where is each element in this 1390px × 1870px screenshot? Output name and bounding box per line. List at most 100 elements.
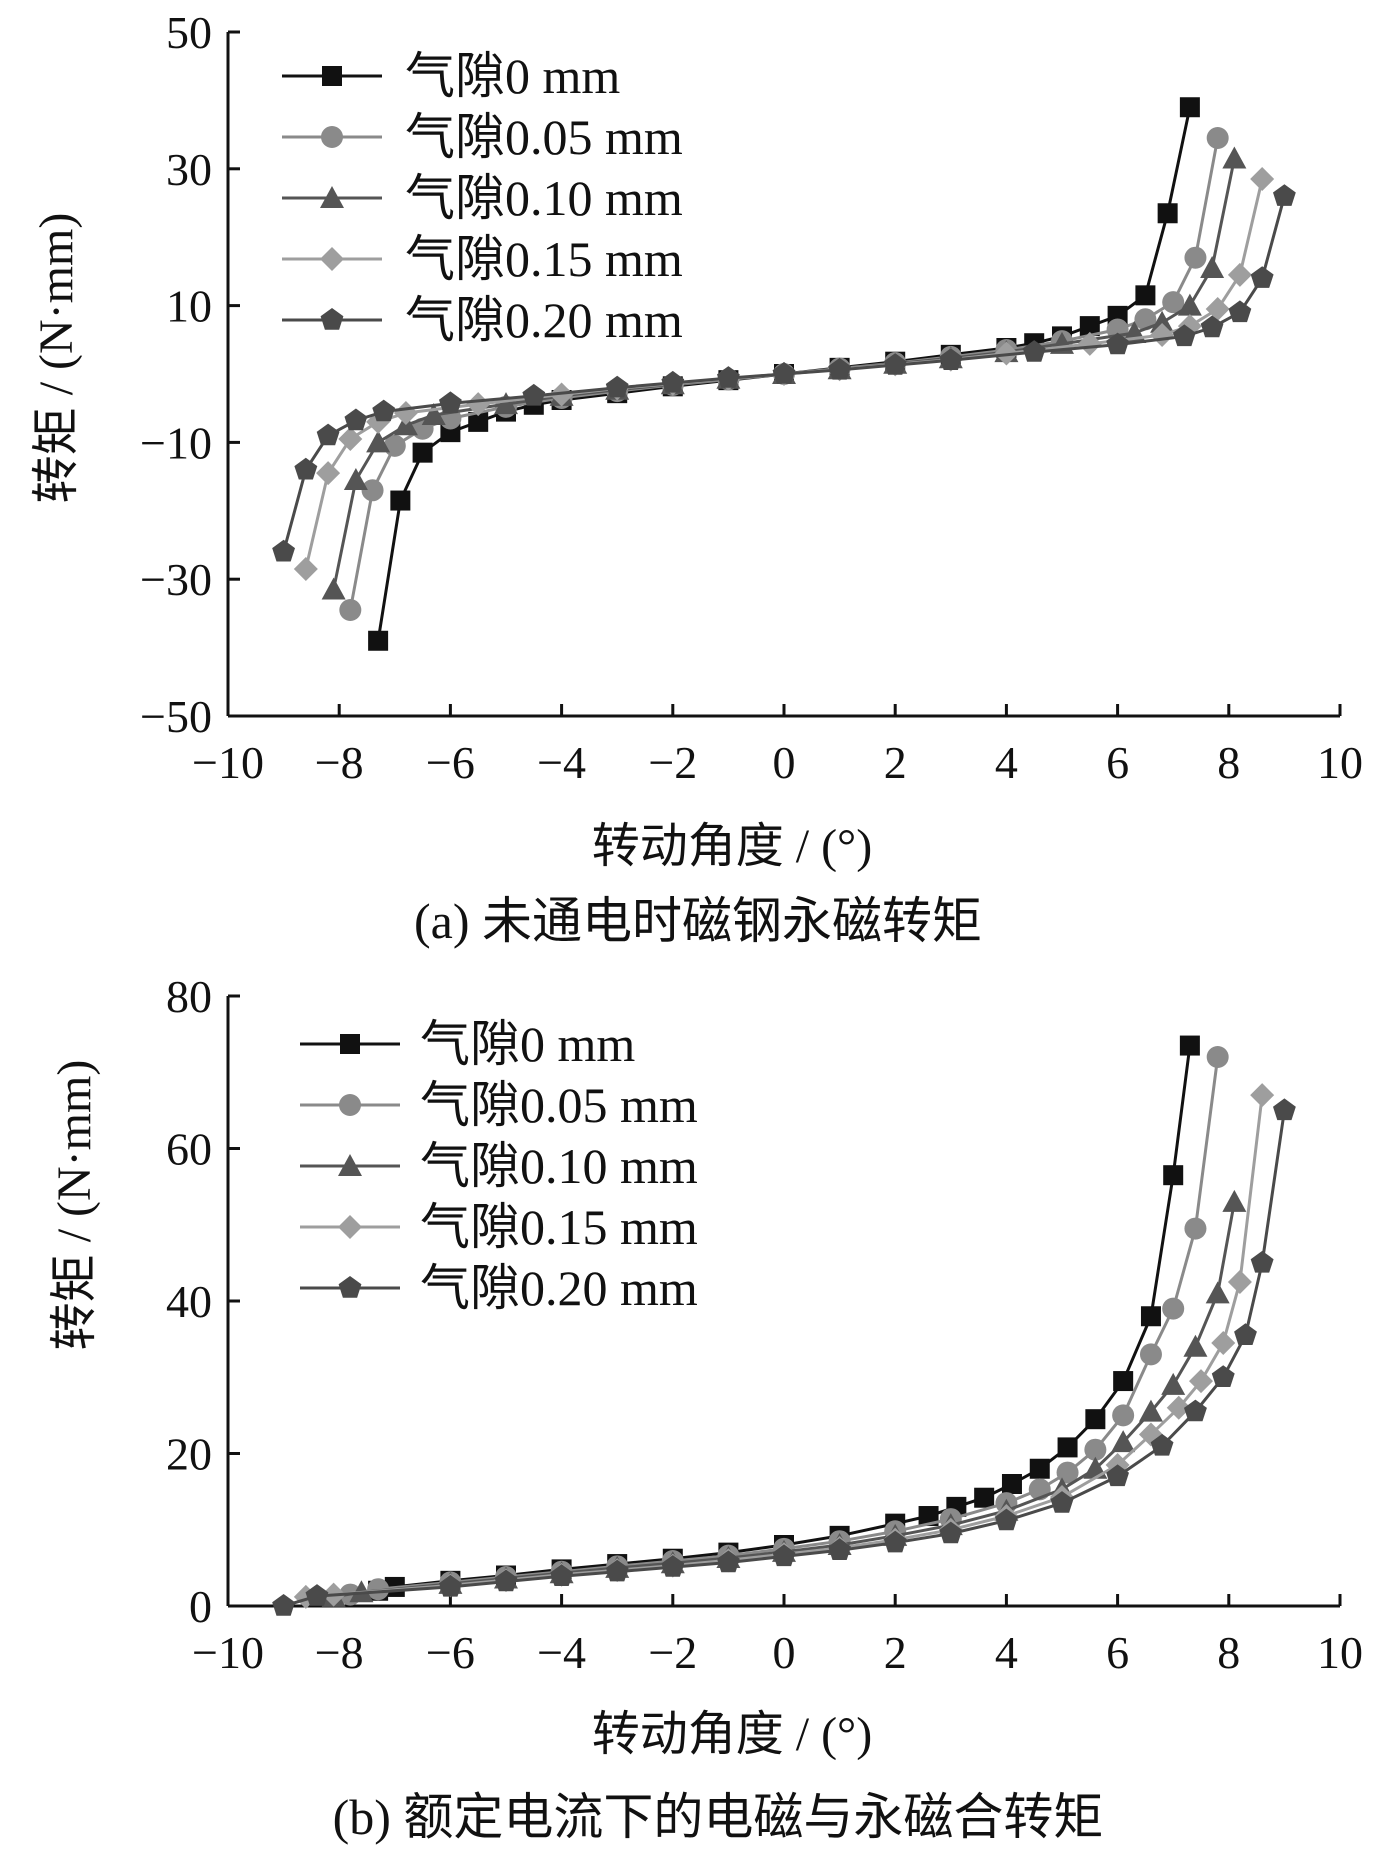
data-point (1184, 1399, 1207, 1422)
data-point (316, 423, 340, 446)
y-tick-label: −30 (140, 554, 212, 605)
data-point (717, 366, 740, 388)
data-point (1184, 1217, 1207, 1240)
data-point (1162, 291, 1185, 314)
data-point (661, 370, 685, 393)
x-tick-label: 10 (1317, 1627, 1363, 1678)
caption-b: (b) 额定电流下的电磁与永磁合转矩 (333, 1789, 1104, 1845)
data-point (1139, 1343, 1162, 1366)
y-tick-label: 10 (166, 281, 212, 332)
x-axis-title-b: 转动角度 / (°) (592, 1708, 873, 1761)
x-tick-label: −2 (648, 737, 697, 788)
legend-marker (320, 247, 344, 271)
data-point (1179, 1035, 1200, 1056)
legend-label: 气隙0.05 mm (420, 1077, 698, 1133)
data-point (1001, 1474, 1022, 1494)
legend-entry: 气隙0.10 mm (300, 1138, 698, 1194)
legend-entry: 气隙0 mm (300, 1016, 635, 1072)
caption-a: (a) 未通电时磁钢永磁转矩 (414, 893, 982, 949)
data-point (1084, 1438, 1107, 1461)
y-tick-label: 80 (166, 971, 212, 1022)
y-axis-title-a: 转矩 / (N·mm) (30, 213, 83, 504)
x-tick-label: −10 (192, 1627, 264, 1678)
data-point (294, 457, 318, 480)
data-point (1250, 266, 1274, 288)
data-point (1106, 1464, 1129, 1487)
series-4 (272, 184, 1296, 562)
legend-label: 气隙0.20 mm (420, 1260, 698, 1316)
data-point (1112, 1404, 1135, 1427)
data-point (321, 577, 346, 600)
data-point (305, 1584, 329, 1606)
y-tick-label: −10 (140, 417, 212, 468)
data-point (439, 391, 462, 414)
x-tick-label: 6 (1106, 1627, 1129, 1678)
legend-marker (338, 1154, 362, 1176)
data-point (1138, 1399, 1163, 1422)
y-tick-label: 60 (166, 1124, 212, 1175)
data-point (918, 1506, 939, 1527)
data-point (1157, 203, 1178, 224)
chart-panel-a: −10 −8 −6 −4 −2 0 2 4 6 8 10 −50 −30 −10 10 30 50 气隙0 mm… (30, 7, 1363, 949)
x-tick-label: 6 (1106, 737, 1129, 788)
series-line (377, 1045, 1192, 1593)
data-point (339, 598, 362, 621)
data-point (293, 556, 318, 581)
legend-entry: 气隙0.05 mm (300, 1077, 698, 1133)
data-point (883, 1530, 907, 1553)
data-point (1250, 1250, 1274, 1273)
data-point (1205, 297, 1230, 322)
data-point (466, 392, 491, 417)
data-point (390, 490, 411, 511)
data-point (1200, 255, 1225, 278)
data-point (1184, 246, 1207, 269)
data-point (828, 1538, 851, 1560)
chart-panel-b: −10 −8 −6 −4 −2 0 2 4 6 8 10 0 20 40 60 80 气隙0 mm气隙0.05… (48, 971, 1363, 1845)
legend-entry: 气隙0.15 mm (300, 1199, 698, 1255)
data-point (1222, 1189, 1247, 1212)
data-point (995, 1508, 1018, 1531)
data-point (974, 1487, 995, 1508)
data-point (1029, 1458, 1050, 1479)
data-point (772, 1544, 796, 1567)
legend-marker (338, 1215, 362, 1239)
data-point (1234, 1323, 1257, 1345)
x-tick-label: −4 (537, 737, 586, 788)
legend-label: 气隙0.10 mm (405, 170, 683, 226)
x-tick-label: −6 (426, 737, 475, 788)
x-tick-label: −8 (315, 737, 364, 788)
series-layer-a (272, 97, 1296, 651)
data-point (1166, 1395, 1191, 1420)
legend-label: 气隙0.15 mm (420, 1199, 698, 1255)
x-tick-label: −2 (648, 1627, 697, 1678)
data-point (1163, 1165, 1184, 1186)
data-point (1057, 1437, 1078, 1458)
data-point (1205, 1281, 1230, 1304)
legend-marker (321, 126, 343, 148)
y-tick-label: 40 (166, 1276, 212, 1327)
data-point (1113, 1371, 1134, 1392)
data-point (1135, 285, 1156, 306)
x-tick-label: 8 (1217, 737, 1240, 788)
data-point (272, 1594, 295, 1616)
legend-entry: 气隙0.10 mm (282, 170, 683, 226)
y-axis-title-b: 转矩 / (N·mm) (48, 1060, 101, 1351)
data-point (1211, 1365, 1235, 1387)
data-point (717, 1550, 740, 1573)
data-point (1150, 1433, 1174, 1456)
data-point (1250, 167, 1275, 192)
data-point (828, 357, 851, 380)
data-point (372, 399, 396, 422)
x-axis-title-a: 转动角度 / (°) (592, 820, 873, 873)
legend-entry: 气隙0.20 mm (300, 1260, 698, 1316)
data-point (605, 1559, 629, 1582)
data-point (1200, 315, 1224, 338)
data-point (366, 430, 391, 453)
data-point (1273, 184, 1296, 206)
legend-entry: 气隙0.20 mm (282, 292, 683, 348)
data-point (1273, 1098, 1296, 1121)
x-tick-label: 2 (884, 1627, 907, 1678)
legend-marker (340, 1034, 360, 1054)
legend-entry: 气隙0.15 mm (282, 231, 683, 287)
